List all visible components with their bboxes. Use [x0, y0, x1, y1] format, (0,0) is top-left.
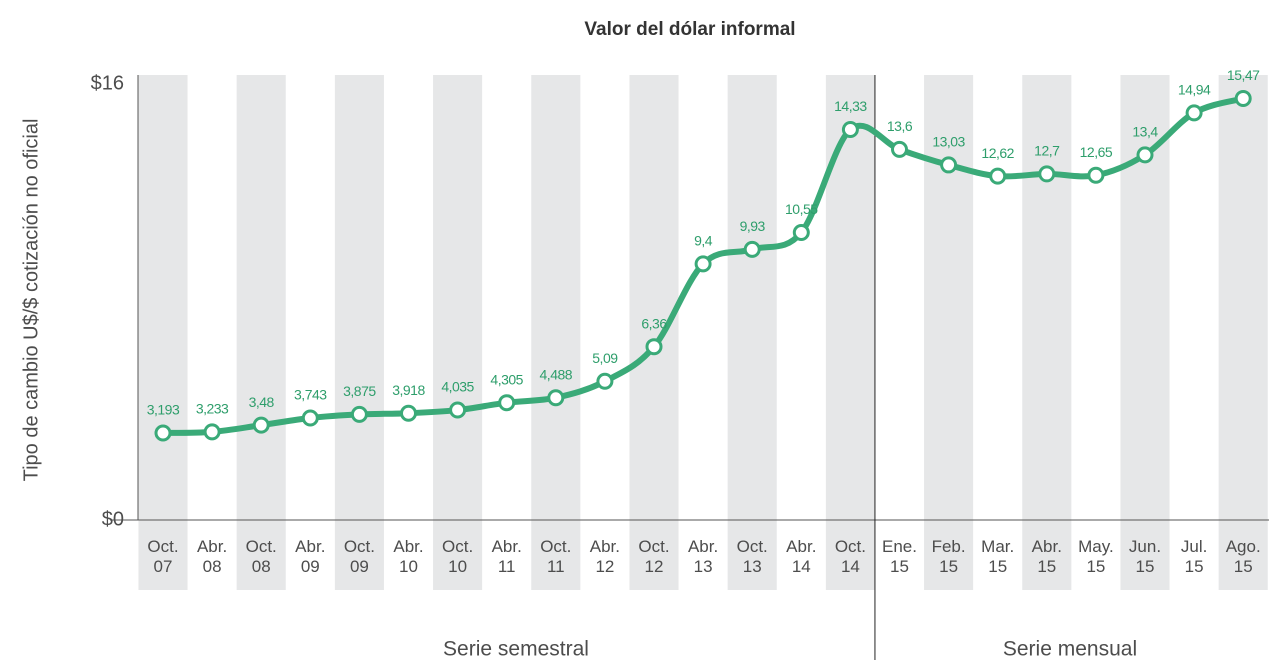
data-point [989, 167, 1007, 185]
x-tick-label: Oct. 12 [638, 537, 669, 576]
x-tick-label: Oct. 07 [147, 537, 178, 576]
data-label: 13,4 [1132, 124, 1158, 140]
data-point [841, 121, 859, 139]
chart-title: Valor del dólar informal [584, 19, 795, 40]
annotation: Serie mensual [1003, 638, 1137, 661]
data-label: 4,305 [490, 371, 523, 387]
column-band [1022, 75, 1072, 590]
data-point [203, 423, 221, 441]
column-band [1218, 75, 1268, 590]
data-point [1234, 89, 1252, 107]
data-point [350, 405, 368, 423]
x-tick-label: Ago. 15 [1226, 537, 1261, 576]
data-point [792, 224, 810, 242]
x-tick-label: Abr. 13 [688, 537, 718, 576]
x-tick-label: Oct. 08 [246, 537, 277, 576]
x-tick-label: Abr. 10 [393, 537, 423, 576]
x-tick-label: Abr. 12 [590, 537, 620, 576]
data-label: 13,03 [932, 134, 965, 150]
data-point [1185, 104, 1203, 122]
data-point [596, 372, 614, 390]
data-label: 3,233 [196, 401, 229, 417]
data-label: 13,6 [887, 118, 913, 134]
data-label: 9,4 [694, 233, 713, 249]
data-label: 6,36 [641, 315, 667, 331]
data-point [694, 255, 712, 273]
x-tick-label: Oct. 09 [344, 537, 375, 576]
y-axis-title: Tipo de cambio U$/$ cotización no oficia… [20, 119, 42, 482]
data-label: 15,47 [1227, 67, 1260, 83]
column-band [236, 75, 286, 590]
data-label: 14,94 [1178, 82, 1211, 98]
data-point [449, 401, 467, 419]
data-label: 12,65 [1080, 144, 1113, 160]
column-band [138, 75, 188, 590]
y-tick-label: $0 [102, 508, 124, 530]
data-point [891, 140, 908, 158]
x-tick-label: Mar. 15 [981, 537, 1014, 576]
data-point [1087, 166, 1105, 184]
data-label: 3,743 [294, 387, 327, 403]
x-tick-label: Jul. 15 [1181, 537, 1207, 576]
data-label: 3,918 [392, 382, 425, 398]
column-band [924, 75, 974, 590]
x-tick-label: Oct. 13 [737, 537, 768, 576]
data-point [645, 338, 663, 356]
x-tick-label: Jun. 15 [1129, 537, 1161, 576]
y-tick-label: $16 [91, 72, 124, 94]
x-tick-label: Abr. 14 [786, 537, 816, 576]
x-tick-label: Oct. 14 [835, 537, 866, 576]
x-tick-label: Abr. 15 [1032, 537, 1062, 576]
x-tick-label: Abr. 11 [492, 537, 522, 576]
data-label: 3,193 [147, 402, 180, 418]
x-tick-label: Feb. 15 [932, 537, 966, 576]
data-label: 9,93 [740, 218, 766, 234]
x-tick-label: Abr. 09 [295, 537, 325, 576]
data-label: 3,48 [249, 394, 275, 410]
x-tick-label: Oct. 11 [540, 537, 571, 576]
data-label: 5,09 [592, 350, 618, 366]
data-label: 3,875 [343, 383, 376, 399]
data-point [154, 424, 172, 442]
data-point [547, 389, 565, 407]
x-tick-label: Ene. 15 [882, 537, 917, 576]
column-band [629, 75, 679, 590]
x-tick-label: Oct. 10 [442, 537, 473, 576]
data-label: 12,7 [1034, 143, 1060, 159]
data-point [252, 416, 270, 434]
data-point [940, 156, 958, 174]
data-point [498, 394, 516, 412]
data-label: 4,488 [540, 366, 573, 382]
data-point [400, 404, 417, 422]
column-band [334, 75, 384, 590]
x-tick-label: Abr. 08 [197, 537, 227, 576]
data-point [743, 240, 761, 258]
column-band [433, 75, 483, 590]
column-band [531, 75, 581, 590]
column-band [727, 75, 777, 590]
data-label: 14,33 [834, 98, 867, 114]
x-tick-label: May. 15 [1078, 537, 1114, 576]
data-label: 10,55 [785, 201, 818, 217]
data-point [1136, 146, 1154, 164]
data-point [1038, 165, 1056, 183]
data-label: 4,035 [441, 379, 474, 395]
data-label: 12,62 [981, 145, 1014, 161]
annotation: Serie semestral [443, 638, 589, 661]
data-point [301, 409, 319, 427]
